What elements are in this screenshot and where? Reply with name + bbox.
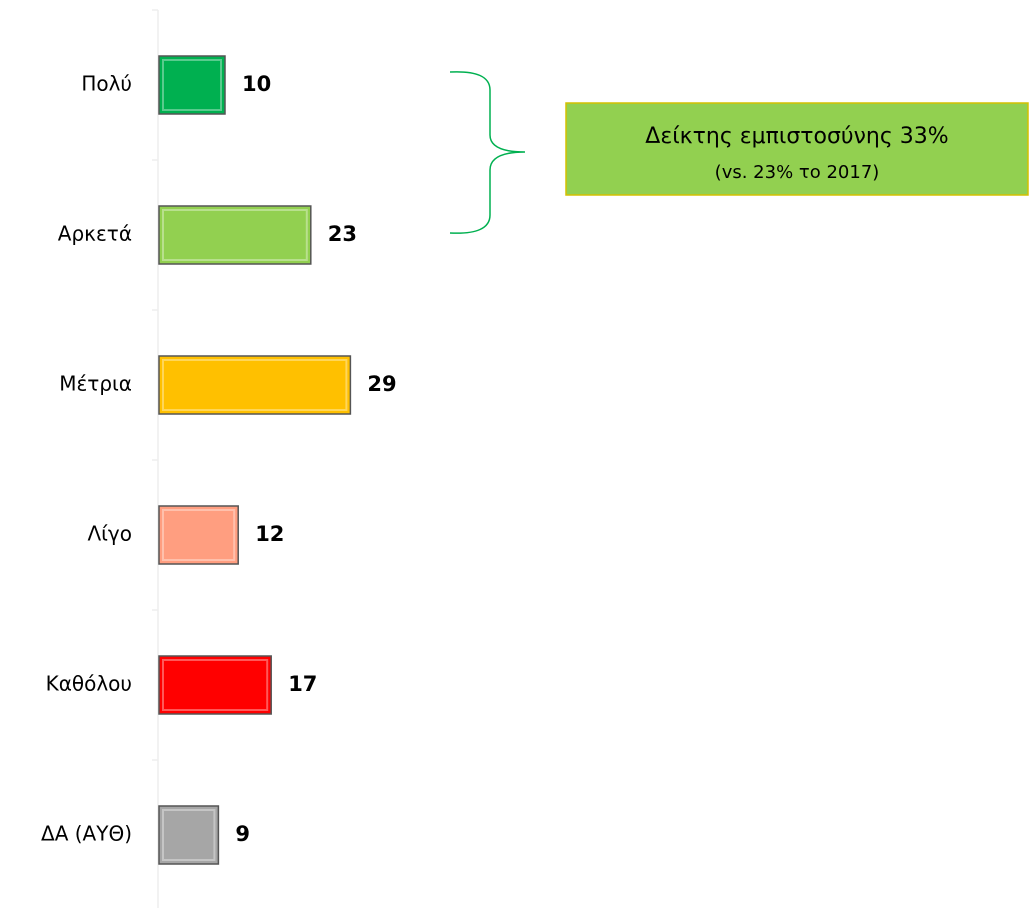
annotation-subtext: (vs. 23% το 2017) — [715, 162, 880, 183]
bar-bevel — [162, 59, 222, 111]
value-label: 10 — [242, 72, 271, 96]
annotation-box — [565, 102, 1029, 196]
bar-bevel — [162, 359, 348, 411]
category-label: Μέτρια — [59, 372, 132, 396]
value-label: 17 — [288, 672, 317, 696]
bar — [158, 205, 312, 265]
bar — [158, 55, 226, 115]
bar — [158, 655, 272, 715]
value-label: 23 — [328, 222, 357, 246]
category-label: ΔΑ (ΑΥΘ) — [41, 822, 132, 846]
category-label: Λίγο — [87, 522, 132, 546]
bar — [158, 355, 352, 415]
bar-bevel — [162, 209, 308, 261]
bar-bevel — [162, 659, 269, 711]
brace — [449, 71, 526, 234]
category-label: Καθόλου — [46, 672, 132, 696]
bar-bevel — [162, 509, 236, 561]
category-label: Αρκετά — [58, 222, 132, 246]
value-label: 12 — [255, 522, 284, 546]
value-label: 9 — [235, 822, 250, 846]
bar — [158, 505, 239, 565]
annotation-text: Δείκτης εμπιστοσύνης 33% — [645, 124, 948, 149]
bar-bevel — [162, 809, 216, 861]
bar — [158, 805, 220, 865]
category-label: Πολύ — [81, 72, 132, 96]
value-label: 29 — [367, 372, 396, 396]
